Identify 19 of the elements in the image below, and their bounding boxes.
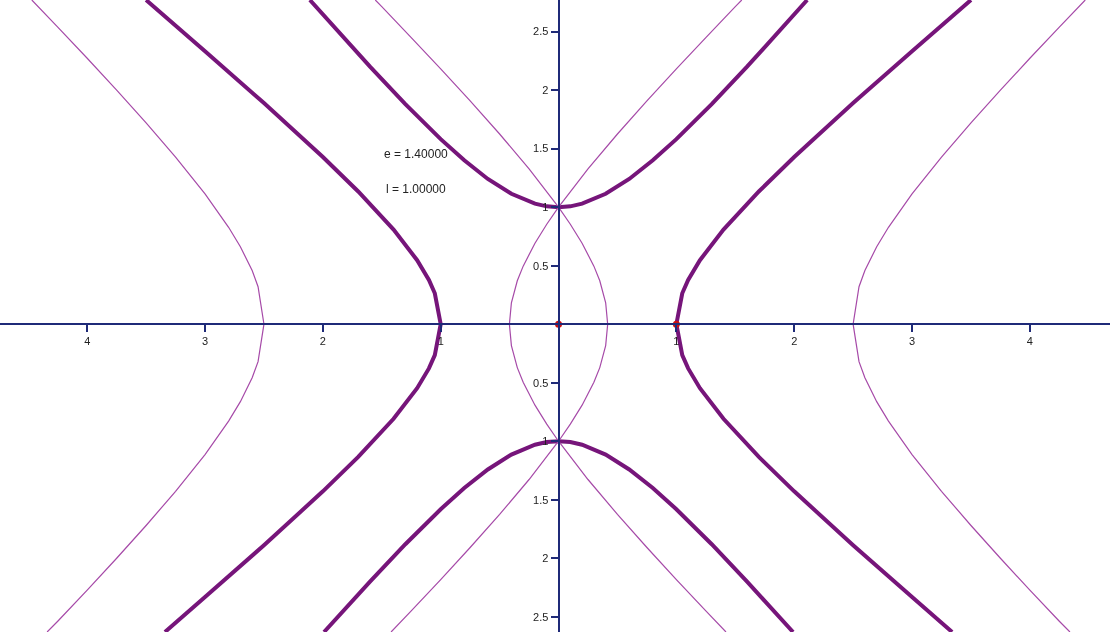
- x-tick-label: 3: [908, 335, 916, 348]
- x-tick-label: 4: [1026, 335, 1033, 348]
- x-tick-label: 3: [201, 335, 209, 348]
- y-tick-label: 2: [542, 552, 549, 565]
- x-tick-label: 2: [791, 335, 798, 348]
- y-tick-label: 0.5: [533, 259, 549, 272]
- y-tick-label: 1: [542, 435, 549, 448]
- y-tick-label: 1.5: [533, 142, 549, 155]
- annotation: l = 1.00000: [386, 182, 447, 196]
- y-tick-label: 1.5: [533, 493, 549, 506]
- y-tick-label: 0.5: [533, 376, 549, 389]
- y-tick-label: 2.5: [533, 25, 549, 38]
- y-tick-label: 1: [542, 201, 549, 214]
- x-tick-label: 1: [673, 335, 680, 348]
- annotation: e = 1.40000: [384, 147, 449, 161]
- y-tick-label: 2: [542, 83, 549, 96]
- y-tick-label: 2.5: [533, 610, 549, 623]
- x-tick-label: 2: [319, 335, 326, 348]
- x-tick-label: 4: [84, 335, 91, 348]
